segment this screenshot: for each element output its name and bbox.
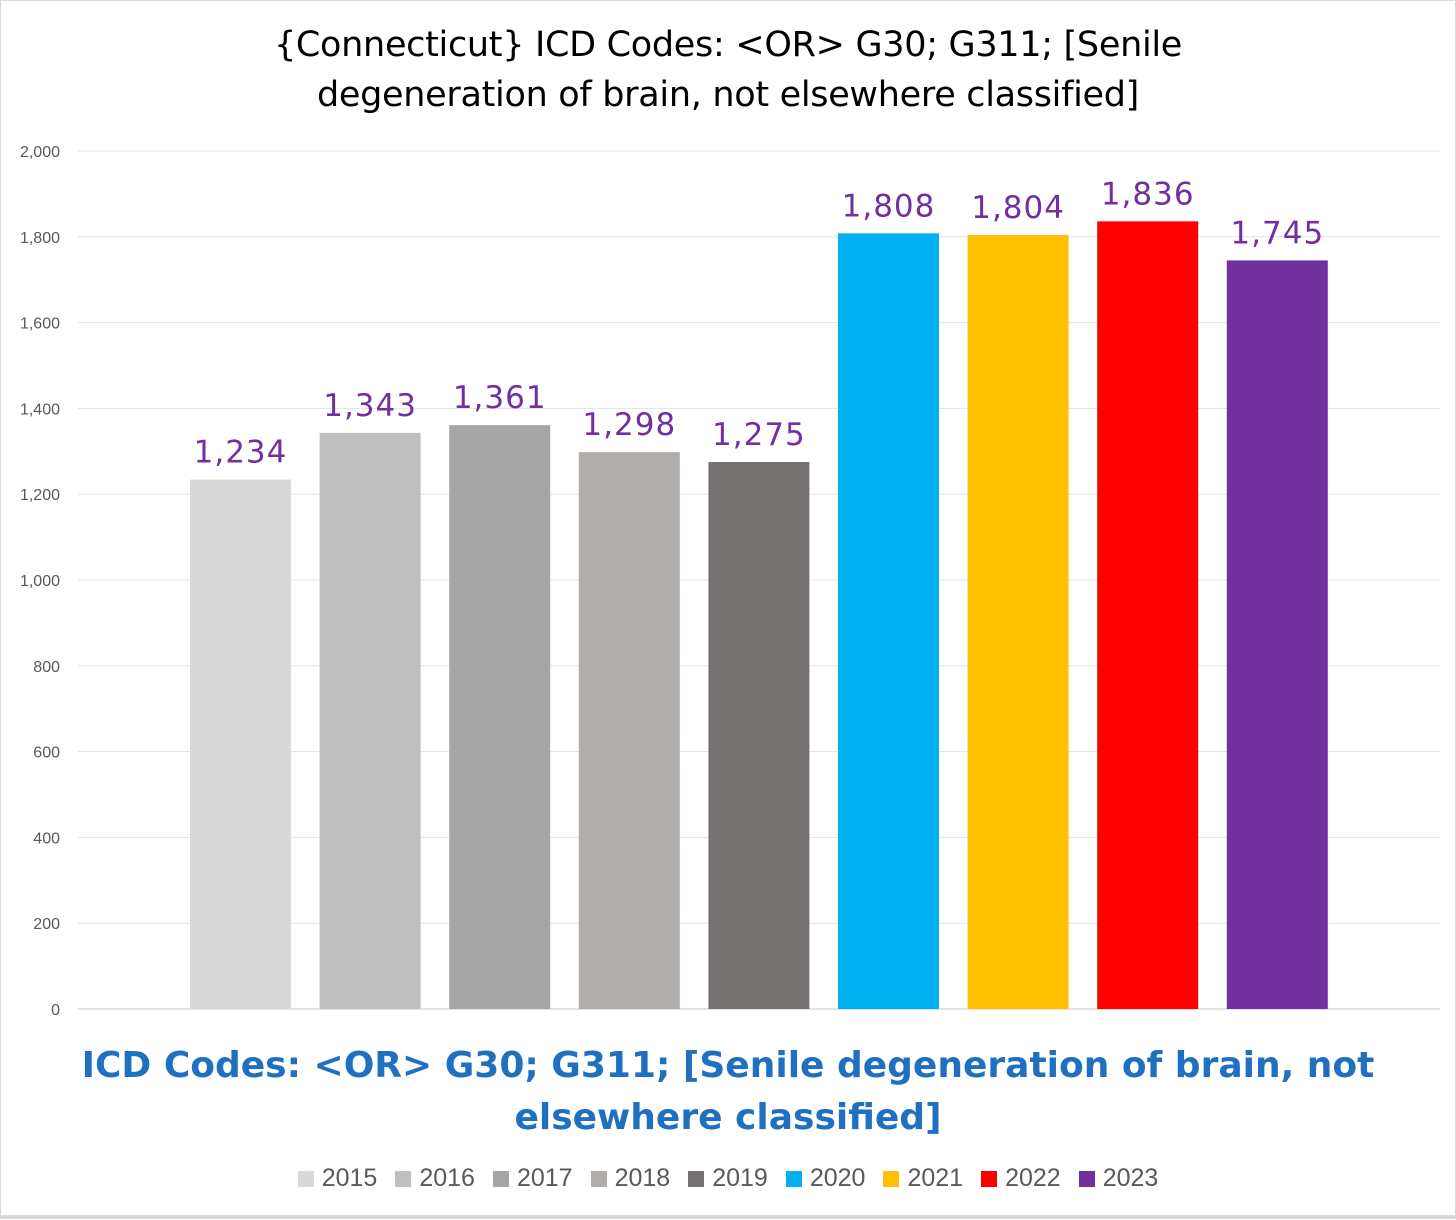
legend-swatch-2023 [1078,1170,1095,1187]
legend-swatch-2016 [395,1170,412,1187]
chart-title-line-2: degeneration of brain, not elsewhere cla… [316,75,1140,115]
legend-swatch-2019 [688,1170,705,1187]
legend-item-2015: 2015 [297,1164,378,1193]
y-tick-label-400: 400 [33,830,60,847]
legend-swatch-2022 [981,1170,998,1187]
chart-legend: 2015 2016 2017 2018 2019 2020 2021 2022 2023 [0,1164,1456,1193]
data-label-2018: 1,298 [582,407,676,443]
data-label-2015: 1,234 [194,435,288,471]
bar-2018 [578,452,680,1010]
chart-title-line-1: {Connecticut} ICD Codes: <OR> G30; G311;… [273,25,1183,65]
bar-2017 [449,425,551,1010]
bar-2016 [319,432,421,1009]
legend-label-2016: 2016 [419,1164,475,1192]
legend-swatch-2017 [492,1170,509,1187]
y-tick-label-1800: 1,800 [20,230,60,247]
legend-swatch-2020 [785,1170,802,1187]
y-tick-label-200: 200 [33,916,60,933]
y-tick-label-1200: 1,200 [20,487,60,504]
bar-2020 [838,233,939,1010]
legend-label-2019: 2019 [712,1164,768,1192]
y-tick-label-1000: 1,000 [20,573,60,590]
y-tick-label-0: 0 [51,1002,60,1019]
data-label-2017: 1,361 [453,380,547,416]
legend-label-2022: 2022 [1005,1164,1061,1192]
x-axis-label: ICD Codes: <OR> G30; G311; [Senile degen… [0,1040,1456,1144]
y-tick-label-1600: 1,600 [20,316,60,333]
legend-item-2017: 2017 [492,1164,573,1193]
y-tick-label-2000: 2,000 [20,144,60,161]
legend-item-2020: 2020 [785,1164,866,1193]
legend-item-2022: 2022 [981,1164,1061,1193]
legend-item-2018: 2018 [590,1164,671,1193]
legend-label-2023: 2023 [1102,1164,1159,1192]
bar-2022 [1097,221,1199,1009]
bar-2019 [708,462,810,1009]
y-tick-label-1400: 1,400 [20,401,60,418]
data-label-2022: 1,836 [1101,176,1195,212]
legend-item-2023: 2023 [1078,1164,1159,1193]
chart-title: {Connecticut} ICD Codes: <OR> G30; G311;… [0,20,1456,120]
data-label-2023: 1,745 [1230,215,1324,251]
data-label-2020: 1,808 [842,188,936,224]
legend-swatch-2018 [590,1170,607,1187]
x-axis-label-line-2: elsewhere classified] [514,1097,942,1138]
y-tick-label-800: 800 [33,659,60,676]
legend-label-2021: 2021 [907,1164,964,1192]
legend-swatch-2015 [297,1170,314,1187]
bar-2023 [1226,260,1328,1009]
legend-label-2020: 2020 [809,1164,866,1192]
legend-item-2016: 2016 [395,1164,475,1193]
legend-label-2018: 2018 [614,1164,671,1192]
y-tick-label-600: 600 [33,745,60,762]
legend-swatch-2021 [883,1170,900,1187]
x-axis-label-line-1: ICD Codes: <OR> G30; G311; [Senile degen… [81,1045,1375,1086]
data-label-2021: 1,804 [971,190,1065,226]
bar-2015 [190,479,291,1009]
data-label-2016: 1,343 [323,388,417,424]
legend-label-2015: 2015 [321,1164,378,1192]
legend-item-2019: 2019 [688,1164,768,1193]
legend-label-2017: 2017 [516,1164,573,1192]
legend-item-2021: 2021 [883,1164,963,1193]
data-label-2019: 1,275 [712,417,806,453]
bar-2021 [967,235,1069,1010]
